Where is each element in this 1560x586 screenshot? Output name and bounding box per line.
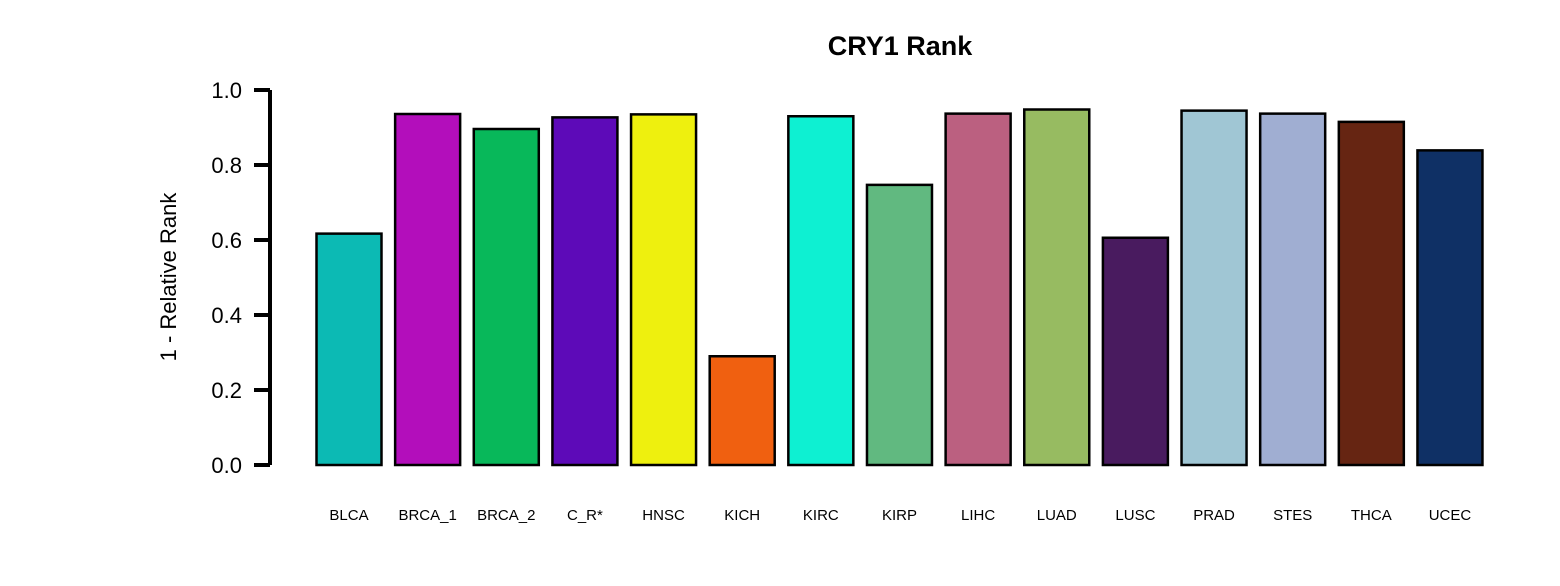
x-tick-label: BRCA_1: [398, 507, 456, 524]
x-tick-label: PRAD: [1193, 507, 1235, 524]
bar-lihc: [944, 112, 1012, 467]
bar-luad: [1023, 108, 1091, 467]
x-tick-label: KIRC: [803, 507, 839, 524]
bar-lusc: [1101, 236, 1170, 467]
y-tick-label: 0.8: [211, 153, 242, 178]
bar-brca-2: [472, 127, 541, 467]
y-axis: 0.0 0.2 0.4 0.6 0.8 1.0: [211, 78, 272, 478]
bar-kich: [708, 355, 776, 467]
x-tick-label: KIRP: [882, 507, 917, 524]
bar-prad: [1180, 109, 1248, 467]
x-tick-label: LUAD: [1037, 507, 1077, 524]
bar-hnsc: [629, 113, 698, 467]
x-tick-label: LIHC: [961, 507, 995, 524]
x-tick-label: C_R*: [567, 507, 603, 524]
bar-thca: [1337, 120, 1406, 467]
bar-stes: [1258, 112, 1327, 467]
x-tick-label: KICH: [724, 507, 760, 524]
x-tick-label: STES: [1273, 507, 1312, 524]
y-tick-label: 1.0: [211, 78, 242, 103]
y-tick-label: 0.2: [211, 378, 242, 403]
bar-ucec: [1416, 149, 1484, 467]
bar-kirp: [865, 183, 934, 467]
x-tick-label: LUSC: [1115, 507, 1155, 524]
x-tick-label: THCA: [1351, 507, 1392, 524]
x-tick-label: HNSC: [642, 507, 685, 524]
y-axis-label: 1 - Relative Rank: [156, 192, 181, 362]
chart-title: CRY1 Rank: [828, 31, 974, 61]
x-tick-label: BLCA: [329, 507, 368, 524]
y-tick-label: 0.0: [211, 453, 242, 478]
bars: [315, 108, 1484, 467]
y-tick-label: 0.6: [211, 228, 242, 253]
bar-c-r: [551, 116, 619, 467]
bar-blca: [315, 232, 383, 467]
bar-brca-1: [393, 112, 462, 467]
y-tick-label: 0.4: [211, 303, 242, 328]
x-axis-labels: BLCA BRCA_1 BRCA_2 C_R* HNSC KICH KIRC KIRP LIHC…: [329, 507, 1471, 524]
x-tick-label: BRCA_2: [477, 507, 535, 524]
bar-kirc: [787, 115, 855, 467]
x-tick-label: UCEC: [1429, 507, 1472, 524]
